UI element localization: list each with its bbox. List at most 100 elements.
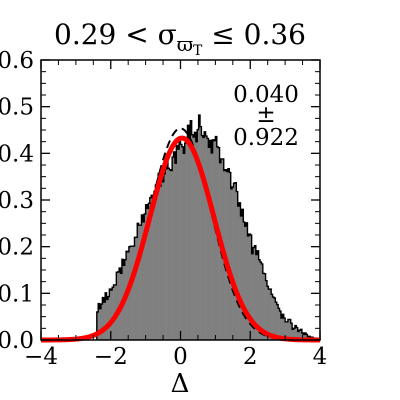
histogram-bar: [250, 235, 252, 340]
histogram-bar: [232, 186, 234, 340]
histogram-bar: [140, 225, 142, 340]
histogram-bar: [262, 273, 265, 340]
histogram-bar: [269, 289, 272, 340]
histogram-bar: [148, 203, 151, 340]
histogram-bar: [213, 140, 216, 340]
histogram-bar: [272, 297, 275, 340]
histogram-bar: [266, 286, 269, 340]
histogram-bar: [265, 280, 268, 340]
x-axis-label: Δ: [171, 369, 190, 399]
histogram-bar: [116, 272, 119, 340]
histogram-bar: [151, 195, 153, 340]
histogram-bar: [296, 327, 298, 340]
histogram-bar: [152, 202, 155, 340]
histogram-bar: [289, 319, 292, 340]
histogram-bar: [243, 221, 245, 340]
histogram-bar: [169, 169, 172, 340]
histogram-bar: [110, 290, 113, 340]
histogram-outline: [96, 114, 321, 341]
histogram-bar: [112, 287, 114, 340]
histogram-bar: [160, 178, 163, 340]
histogram-bar: [193, 137, 195, 340]
histogram-bar: [128, 246, 131, 340]
histogram-bar: [179, 140, 181, 340]
histogram-bar: [103, 302, 106, 340]
histogram-bar: [273, 298, 276, 340]
histogram-bar: [216, 146, 219, 340]
histogram-bar: [165, 169, 167, 340]
histogram-bar: [194, 132, 197, 340]
histogram-bar: [133, 246, 135, 340]
histogram-bar: [286, 321, 289, 340]
histogram-bar: [212, 139, 215, 340]
histogram-bar: [255, 254, 258, 340]
histogram-bar: [135, 237, 138, 340]
histogram-bar: [176, 145, 179, 340]
histogram-bar: [134, 237, 137, 340]
y-tick-label: 0.0: [0, 328, 34, 354]
fit-gaussian-curve: [40, 135, 320, 343]
histogram-bar: [204, 131, 206, 340]
histogram-bar: [174, 163, 177, 340]
histogram-bar: [144, 214, 146, 340]
histogram-bar: [271, 294, 273, 340]
y-axis-ticks: 0.0 0.1 0.2 0.3 0.4 0.5 0.6: [0, 48, 320, 354]
histogram-bar: [244, 226, 247, 340]
histogram-bar: [287, 319, 290, 340]
histogram-bar: [195, 141, 198, 340]
histogram-bar: [236, 191, 238, 340]
histogram-bar: [241, 209, 244, 340]
histogram-bar: [180, 144, 183, 340]
histogram-bar: [205, 136, 208, 340]
histogram-bar: [292, 329, 294, 340]
histogram-bar: [149, 197, 152, 340]
histogram-bar: [96, 312, 99, 340]
x-tick-label: 4: [313, 344, 328, 370]
histogram-bar: [99, 308, 102, 340]
histogram-bar: [285, 321, 287, 340]
x-axis-ticks: −4 −2 0 2 4: [24, 60, 327, 370]
histogram-bar: [258, 259, 261, 340]
y-tick-label: 0.3: [0, 188, 34, 214]
histogram-bar: [107, 296, 110, 340]
histogram-bar: [239, 202, 241, 340]
histogram-bar: [188, 145, 191, 340]
histogram-bar: [170, 170, 173, 340]
histogram-bar: [163, 173, 166, 340]
histogram-bar: [131, 246, 134, 340]
histogram-bar: [162, 181, 165, 340]
histogram-bar: [294, 325, 297, 340]
histogram-bar: [240, 215, 243, 340]
y-tick-label: 0.1: [0, 281, 34, 307]
histogram-bar: [300, 329, 303, 340]
histogram-bar: [191, 134, 194, 340]
histogram-bar: [142, 221, 145, 340]
histogram-bar: [261, 263, 264, 340]
histogram-bar: [304, 333, 307, 340]
histogram-bar: [98, 303, 100, 340]
histogram-bar: [198, 115, 201, 340]
chart-title: 0.29 < σϖT ≤ 0.36: [54, 18, 306, 59]
histogram-bar: [172, 157, 174, 340]
histogram-bar: [187, 125, 190, 340]
histogram-bar: [153, 191, 156, 340]
y-tick-label: 0.6: [0, 48, 34, 74]
histogram-bar: [230, 188, 233, 340]
histogram-bar: [158, 173, 160, 340]
histogram-bar: [100, 304, 103, 340]
histogram-bar: [264, 273, 266, 340]
histogram-bar: [183, 153, 185, 340]
histogram-bar: [201, 135, 204, 340]
x-tick-label: 0: [173, 344, 188, 370]
histogram-bar: [113, 284, 116, 340]
histogram-bar: [303, 334, 305, 340]
histogram-bar: [290, 323, 293, 340]
histogram-bar: [247, 235, 250, 340]
y-tick-label: 0.4: [0, 141, 34, 167]
histogram-bar: [226, 171, 229, 340]
histogram-bar: [209, 140, 212, 340]
annotation-sigma: 0.922: [233, 125, 299, 151]
histogram-bar: [173, 151, 176, 340]
histogram-bar: [282, 314, 285, 340]
histogram-bar: [257, 250, 259, 340]
